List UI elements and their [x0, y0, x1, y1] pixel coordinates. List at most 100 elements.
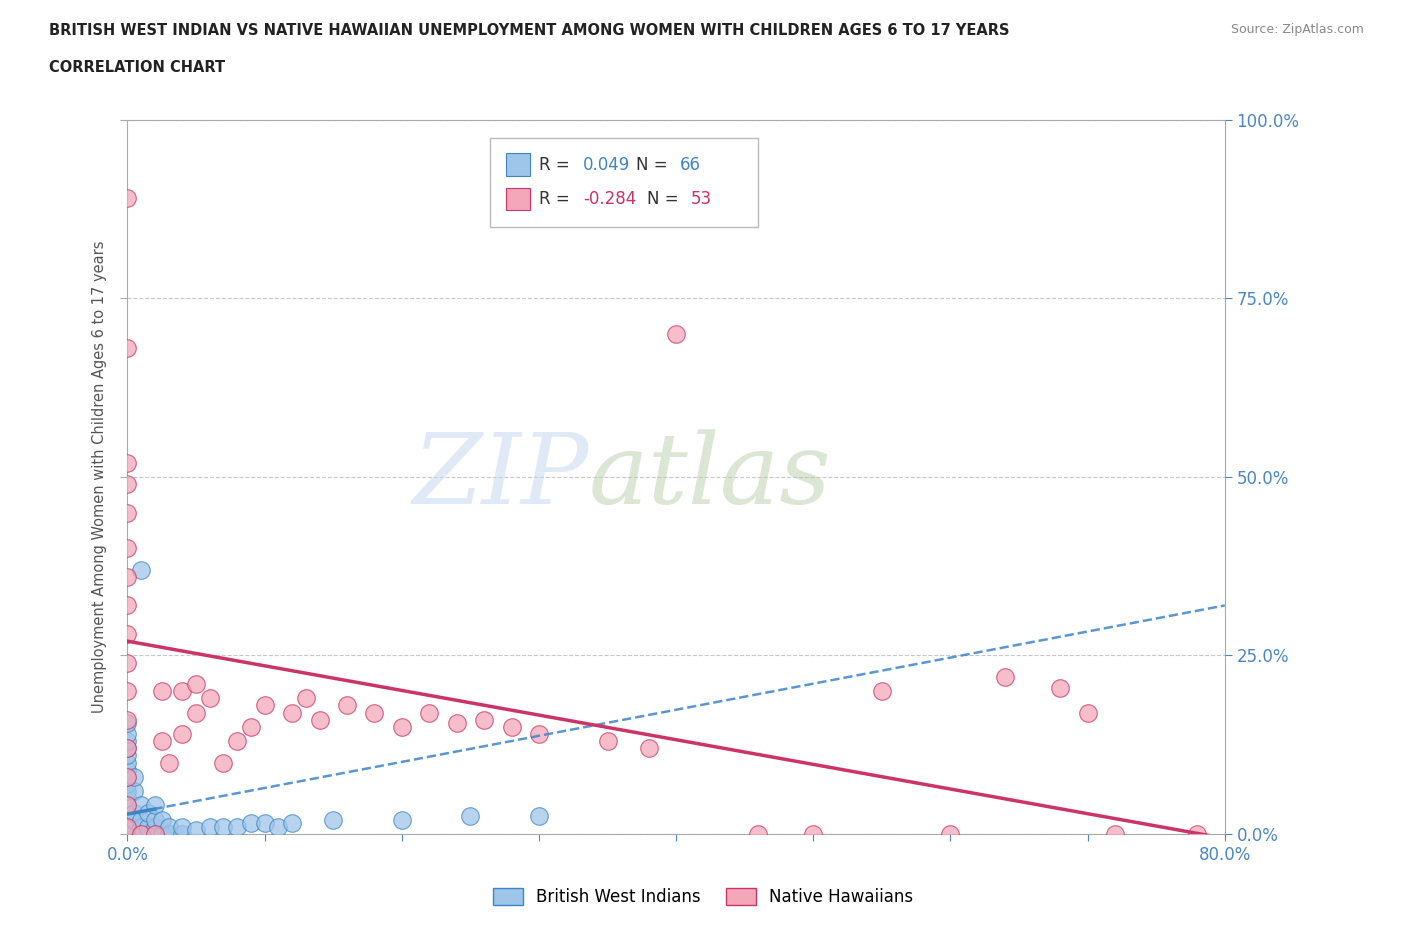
Point — [198, 691, 221, 706]
Point — [143, 819, 166, 834]
Point — [501, 720, 523, 735]
Point — [994, 670, 1017, 684]
Point — [665, 326, 688, 341]
Point — [294, 691, 316, 706]
Point — [391, 812, 413, 827]
Point — [184, 705, 207, 720]
Point — [939, 827, 962, 842]
Point — [1187, 827, 1209, 842]
Point — [157, 819, 180, 834]
Point — [143, 798, 166, 813]
Point — [281, 816, 304, 830]
Point — [460, 809, 482, 824]
Point — [117, 827, 139, 842]
Text: Source: ZipAtlas.com: Source: ZipAtlas.com — [1230, 23, 1364, 36]
Point — [117, 819, 139, 834]
Point — [117, 684, 139, 698]
Text: BRITISH WEST INDIAN VS NATIVE HAWAIIAN UNEMPLOYMENT AMONG WOMEN WITH CHILDREN AG: BRITISH WEST INDIAN VS NATIVE HAWAIIAN U… — [49, 23, 1010, 38]
Text: R =: R = — [538, 155, 575, 174]
Point — [117, 505, 139, 520]
Point — [253, 698, 276, 713]
Point — [136, 819, 159, 834]
FancyBboxPatch shape — [506, 188, 530, 210]
Point — [322, 812, 344, 827]
Point — [117, 790, 139, 805]
Point — [184, 677, 207, 692]
Point — [157, 827, 180, 842]
Point — [472, 712, 495, 727]
Point — [117, 748, 139, 763]
Text: ZIP: ZIP — [412, 430, 588, 525]
Point — [129, 827, 152, 842]
Point — [117, 798, 139, 813]
Point — [418, 705, 440, 720]
Point — [1049, 680, 1071, 695]
Point — [117, 712, 139, 727]
Point — [212, 819, 235, 834]
Point — [117, 734, 139, 749]
Point — [336, 698, 359, 713]
Point — [129, 827, 152, 842]
Point — [117, 191, 139, 206]
Point — [150, 684, 173, 698]
Point — [117, 798, 139, 813]
Text: -0.284: -0.284 — [583, 190, 636, 208]
Point — [801, 827, 824, 842]
Point — [157, 755, 180, 770]
Point — [117, 569, 139, 584]
Point — [527, 809, 550, 824]
Point — [446, 716, 468, 731]
Point — [117, 627, 139, 642]
Point — [150, 734, 173, 749]
Point — [124, 784, 146, 799]
Point — [184, 823, 207, 838]
Point — [527, 726, 550, 741]
Point — [172, 684, 194, 698]
Point — [124, 819, 146, 834]
FancyBboxPatch shape — [506, 153, 530, 176]
Point — [117, 827, 139, 842]
Point — [391, 720, 413, 735]
Point — [117, 827, 139, 842]
Point — [747, 827, 769, 842]
Point — [129, 563, 152, 578]
Point — [117, 827, 139, 842]
Point — [239, 720, 262, 735]
Point — [117, 726, 139, 741]
Point — [117, 777, 139, 791]
Point — [117, 755, 139, 770]
Point — [117, 716, 139, 731]
Point — [117, 340, 139, 355]
Point — [117, 809, 139, 824]
Text: CORRELATION CHART: CORRELATION CHART — [49, 60, 225, 75]
Text: R =: R = — [538, 190, 575, 208]
Point — [117, 455, 139, 470]
Point — [124, 769, 146, 784]
Point — [117, 476, 139, 491]
Point — [117, 827, 139, 842]
Point — [172, 726, 194, 741]
Point — [117, 819, 139, 834]
Point — [124, 812, 146, 827]
Point — [136, 805, 159, 820]
FancyBboxPatch shape — [489, 138, 758, 227]
Point — [117, 763, 139, 777]
Point — [150, 812, 173, 827]
Point — [253, 816, 276, 830]
Point — [124, 805, 146, 820]
Point — [150, 827, 173, 842]
Point — [172, 827, 194, 842]
Point — [136, 827, 159, 842]
Point — [117, 816, 139, 830]
Text: 0.049: 0.049 — [583, 155, 630, 174]
Text: 66: 66 — [679, 155, 700, 174]
Point — [308, 712, 330, 727]
Point — [117, 769, 139, 784]
Point — [267, 819, 290, 834]
Y-axis label: Unemployment Among Women with Children Ages 6 to 17 years: Unemployment Among Women with Children A… — [93, 241, 107, 713]
Point — [596, 734, 619, 749]
Point — [143, 827, 166, 842]
Point — [117, 741, 139, 756]
Point — [117, 805, 139, 820]
Text: N =: N = — [636, 155, 672, 174]
